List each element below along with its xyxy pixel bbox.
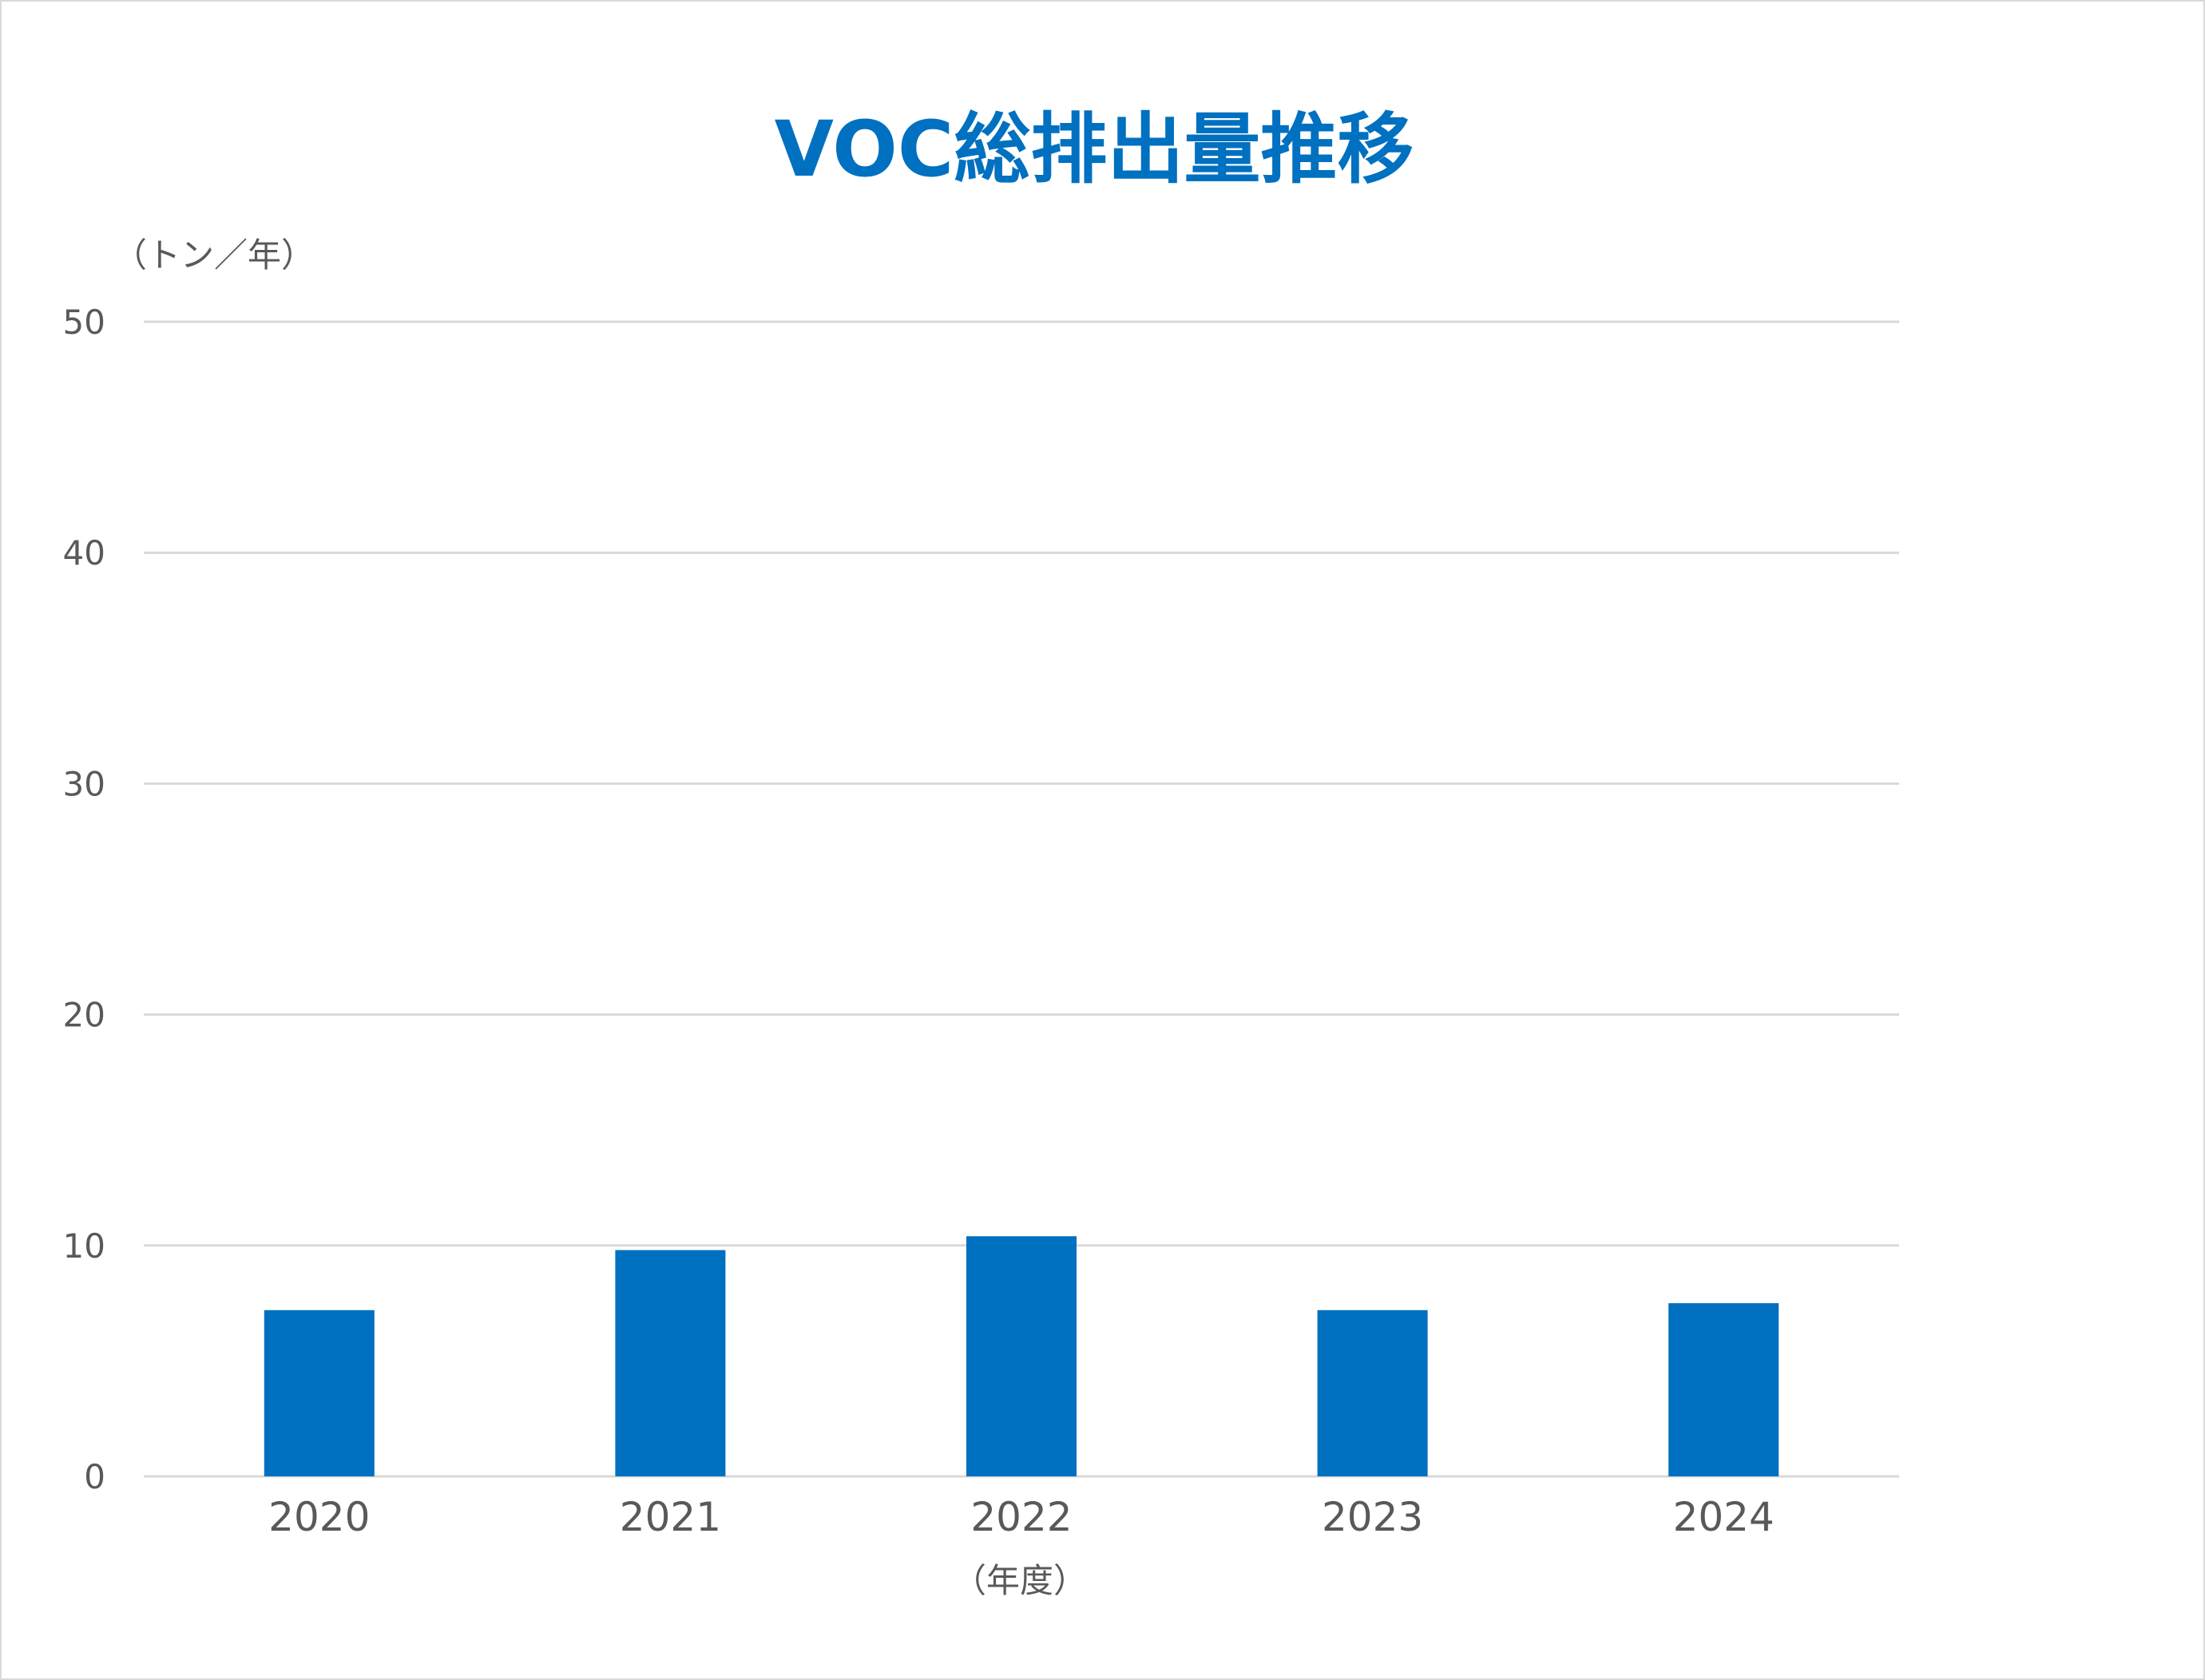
gridlines bbox=[144, 320, 1899, 1478]
bar-2020 bbox=[264, 1310, 375, 1476]
chart-title: VOC総排出量推移 bbox=[775, 105, 1414, 194]
y-tick-label: 0 bbox=[84, 1457, 105, 1496]
y-tick-label: 30 bbox=[63, 764, 105, 803]
x-tick-label: 2023 bbox=[1322, 1494, 1423, 1540]
x-tick-label: 2024 bbox=[1673, 1494, 1775, 1540]
y-axis-unit-label: （トン／年） bbox=[113, 236, 315, 275]
x-axis-ticks: 2020 2021 2022 2023 2024 bbox=[268, 1494, 1775, 1540]
bar-2021 bbox=[615, 1250, 726, 1476]
x-tick-label: 2022 bbox=[970, 1494, 1072, 1540]
y-tick-label: 50 bbox=[63, 303, 105, 342]
y-tick-label: 10 bbox=[63, 1226, 105, 1266]
bar-2023 bbox=[1317, 1310, 1428, 1476]
bar-2022 bbox=[966, 1236, 1077, 1476]
x-tick-label: 2020 bbox=[268, 1494, 370, 1540]
bar-2024 bbox=[1668, 1303, 1779, 1476]
x-axis-unit-label: （年度） bbox=[953, 1561, 1087, 1600]
y-tick-label: 40 bbox=[63, 533, 105, 573]
y-tick-label: 20 bbox=[63, 996, 105, 1035]
bars bbox=[264, 1236, 1779, 1476]
y-axis-ticks: 0 10 20 30 40 50 bbox=[63, 303, 105, 1496]
x-tick-label: 2021 bbox=[620, 1494, 721, 1540]
